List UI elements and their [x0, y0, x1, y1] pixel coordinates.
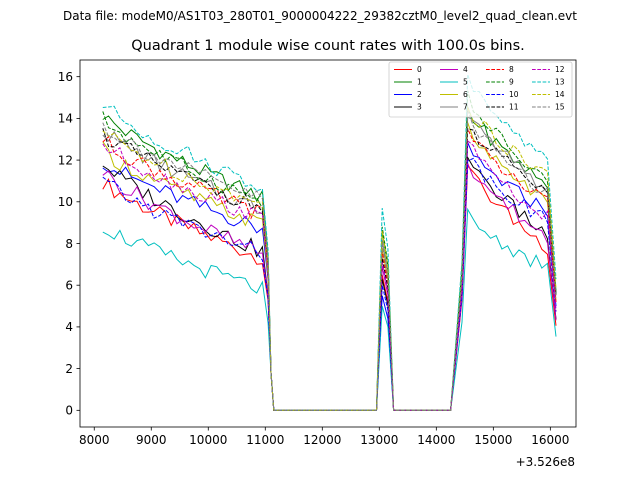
x-tick-label: 12000: [303, 433, 341, 447]
x-tick-label: 10000: [189, 433, 227, 447]
y-tick-label: 10: [58, 195, 73, 209]
y-tick-label: 8: [65, 237, 73, 251]
series-line-11: [102, 128, 557, 411]
plot-area: [102, 74, 557, 411]
axes: 8000 9000 10000 11000 12000 13000 14000 15000 16…: [58, 59, 577, 447]
series-line-5: [102, 207, 557, 411]
y-tick-label: 14: [58, 112, 73, 126]
legend-label-4: 4: [463, 65, 468, 74]
legend-label-13: 13: [555, 78, 565, 87]
chart-suptitle: Data file: modeM0/AS1T03_280T01_90000042…: [63, 9, 577, 23]
series-line-0: [102, 164, 557, 411]
legend-label-2: 2: [417, 90, 422, 99]
series-line-1: [102, 106, 557, 411]
series-line-7: [102, 116, 557, 411]
series-line-10: [102, 157, 557, 411]
x-tick-label: 11000: [246, 433, 284, 447]
y-tick-label: 2: [65, 362, 73, 376]
legend-box: [388, 61, 573, 118]
series-line-15: [102, 110, 557, 411]
series-line-6: [102, 122, 557, 411]
x-tick-label: 14000: [417, 433, 455, 447]
legend-label-12: 12: [555, 65, 565, 74]
series-line-4: [102, 163, 557, 411]
x-tick-label: 16000: [531, 433, 569, 447]
y-tick-label: 6: [65, 279, 73, 293]
y-tick-label: 0: [65, 404, 73, 418]
legend-label-5: 5: [463, 78, 468, 87]
series-line-3: [102, 155, 557, 411]
series-line-8: [102, 128, 557, 411]
legend-label-11: 11: [509, 103, 519, 112]
series-line-9: [102, 90, 557, 411]
x-tick-label: 13000: [360, 433, 398, 447]
legend-label-0: 0: [417, 65, 422, 74]
series-line-12: [102, 139, 557, 411]
legend-label-3: 3: [417, 103, 422, 112]
legend-label-14: 14: [555, 90, 565, 99]
legend-label-10: 10: [509, 90, 519, 99]
legend-label-6: 6: [463, 90, 468, 99]
legend-label-8: 8: [509, 65, 514, 74]
legend-label-9: 9: [509, 78, 514, 87]
legend-label-1: 1: [417, 78, 422, 87]
chart-title: Quadrant 1 module wise count rates with …: [131, 38, 525, 54]
x-tick-label: 9000: [136, 433, 167, 447]
series-line-2: [102, 142, 557, 411]
x-tick-label: 15000: [474, 433, 512, 447]
x-tick-label: 8000: [79, 433, 110, 447]
legend-label-15: 15: [555, 103, 565, 112]
y-tick-label: 16: [58, 70, 73, 84]
legend-label-7: 7: [463, 103, 468, 112]
y-tick-label: 4: [65, 320, 73, 334]
y-tick-label: 12: [58, 153, 73, 167]
series-line-14: [102, 106, 557, 411]
series-line-13: [102, 74, 557, 411]
x-axis-offset-label: +3.526e8: [516, 455, 575, 469]
